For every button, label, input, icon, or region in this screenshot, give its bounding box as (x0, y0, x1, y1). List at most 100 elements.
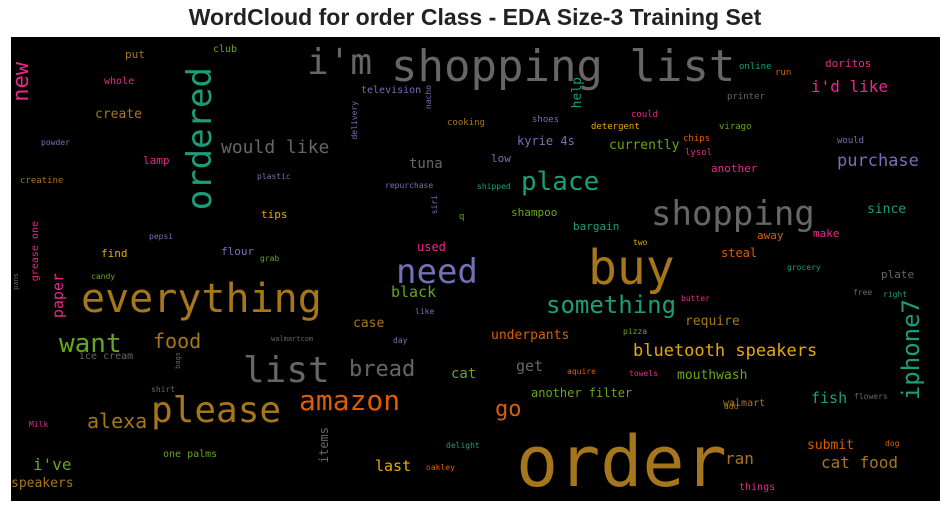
word-59: away (757, 229, 784, 242)
word-41: since (867, 202, 907, 217)
word-13: something (546, 291, 677, 319)
word-47: items (317, 427, 331, 464)
word-78: chips (683, 134, 711, 144)
word-8: shopping (651, 194, 815, 234)
word-55: tips (261, 208, 288, 221)
word-103: pizza (623, 327, 648, 336)
word-63: doritos (825, 57, 872, 70)
word-28: last (375, 457, 412, 475)
word-16: bread (349, 357, 416, 382)
word-48: steal (721, 246, 758, 260)
word-38: tuna (409, 156, 443, 172)
word-108: add (724, 402, 739, 411)
word-68: ice cream (79, 351, 134, 362)
word-94: candy (91, 272, 116, 281)
word-10: ordered (180, 67, 220, 211)
word-34: underpants (491, 328, 570, 343)
word-110: Milk (29, 420, 49, 429)
word-39: case (353, 316, 385, 331)
word-70: television (361, 85, 422, 96)
word-37: create (95, 107, 142, 122)
word-53: shampoo (511, 206, 558, 219)
word-67: one palms (163, 449, 218, 460)
word-33: cat (451, 366, 477, 382)
word-89: siri (430, 195, 439, 215)
word-24: i'd like (811, 77, 889, 96)
word-14: want (59, 329, 122, 359)
word-88: nacho (424, 85, 433, 110)
word-60: make (813, 227, 840, 240)
word-113: oakley (426, 463, 455, 472)
word-93: two (633, 238, 648, 247)
word-74: could (631, 110, 659, 120)
word-1: order (516, 421, 727, 501)
word-3: everything (81, 276, 322, 322)
word-25: cat food (821, 453, 899, 472)
word-11: amazon (299, 384, 401, 417)
word-102: day (393, 336, 408, 345)
word-91: pepsi (149, 232, 174, 241)
word-99: butter (681, 294, 710, 303)
word-95: pans (12, 273, 20, 290)
word-2: shopping list (391, 41, 736, 92)
word-36: mouthwash (677, 368, 748, 383)
word-31: fish (811, 389, 848, 407)
word-43: currently (609, 138, 680, 153)
word-87: delivery (350, 101, 359, 140)
word-6: please (151, 390, 282, 431)
word-62: things (739, 482, 776, 493)
word-61: walmart (723, 398, 766, 409)
word-98: right (883, 290, 908, 299)
word-17: food (153, 329, 202, 353)
word-26: i've (33, 455, 72, 474)
word-5: i'm (307, 42, 373, 83)
word-75: online (739, 62, 772, 72)
word-12: place (521, 167, 600, 197)
word-29: black (391, 283, 437, 301)
word-40: submit (807, 438, 854, 453)
word-64: whole (104, 76, 135, 87)
word-44: help (570, 77, 585, 109)
word-104: bags (174, 352, 182, 369)
word-9: need (396, 252, 478, 292)
word-111: delight (446, 441, 480, 450)
word-109: flowers (854, 392, 888, 401)
word-27: ran (725, 449, 754, 468)
word-50: used (417, 240, 446, 254)
word-54: lamp (143, 154, 170, 167)
word-65: put (125, 48, 145, 61)
word-32: get (516, 357, 544, 375)
word-77: printer (727, 92, 765, 102)
word-101: like (415, 307, 435, 316)
word-49: bargain (573, 220, 620, 233)
word-100: walmartcom (271, 335, 314, 343)
chart-title: WordCloud for order Class - EDA Size-3 T… (188, 4, 762, 30)
word-51: find (101, 247, 128, 260)
word-35: require (685, 314, 740, 329)
word-97: free (853, 288, 873, 297)
word-106: towels (629, 369, 658, 378)
word-107: shirt (151, 385, 176, 394)
word-105: aquire (567, 367, 596, 376)
word-72: shoes (532, 115, 560, 125)
word-46: another filter (531, 386, 633, 400)
word-58: plate (881, 268, 915, 281)
word-42: speakers (11, 476, 74, 491)
word-56: low (491, 152, 511, 165)
word-20: new (11, 62, 34, 102)
word-7: list (243, 350, 330, 391)
word-92: grab (260, 254, 280, 263)
word-22: bluetooth speakers (633, 341, 818, 361)
word-76: run (775, 68, 792, 78)
word-96: grocery (787, 263, 821, 272)
word-86: shipped (477, 182, 511, 191)
word-83: creatine (20, 176, 64, 186)
word-cloud: order shopping list everything buy i'm please… (11, 37, 940, 501)
word-80: virago (719, 122, 752, 132)
word-18: alexa (87, 409, 148, 433)
word-79: lysol (685, 148, 713, 158)
word-19: go (495, 397, 522, 422)
word-84: plastic (257, 172, 291, 181)
word-85: repurchase (385, 181, 434, 190)
word-21: would like (221, 137, 330, 158)
